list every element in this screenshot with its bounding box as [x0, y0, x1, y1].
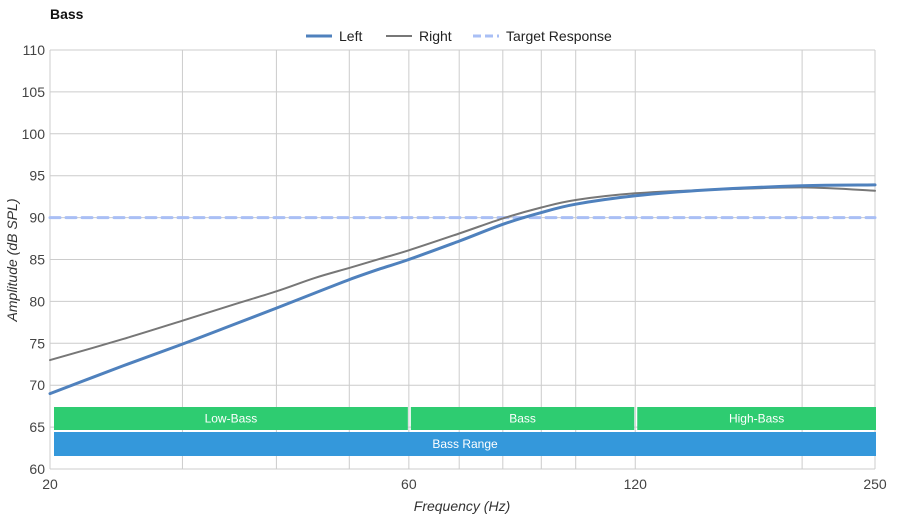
legend-entry: Left	[339, 28, 362, 44]
x-tick-label: 60	[401, 476, 417, 492]
series-line-left	[48, 183, 877, 396]
y-tick-label: 90	[29, 210, 45, 226]
y-axis-ticks: 60 65 70 75 80 85 90 95 100 105 110	[22, 42, 46, 477]
x-axis-ticks: 20 60 120 250	[42, 476, 887, 492]
band-label: Bass Range	[432, 437, 498, 451]
band-label: High-Bass	[729, 412, 784, 426]
y-tick-label: 85	[29, 252, 45, 268]
y-axis-label: Amplitude (dB SPL)	[4, 199, 20, 323]
legend-entry: Target Response	[506, 28, 612, 44]
band-rect	[410, 407, 635, 430]
x-tick-label: 120	[624, 476, 648, 492]
y-tick-label: 100	[22, 126, 46, 142]
band-rect	[54, 407, 408, 430]
legend-entry: Right	[419, 28, 452, 44]
y-tick-label: 75	[29, 335, 45, 351]
y-tick-label: 60	[29, 461, 45, 477]
x-tick-label: 250	[863, 476, 887, 492]
series-lines	[48, 183, 877, 396]
band-rect	[637, 407, 876, 430]
grid	[49, 49, 876, 470]
y-tick-label: 80	[29, 293, 45, 309]
y-tick-label: 70	[29, 377, 45, 393]
y-tick-label: 95	[29, 168, 45, 184]
band-label: Bass	[509, 412, 536, 426]
frequency-bands: Low-Bass Bass High-Bass Bass Range	[54, 407, 876, 456]
band-label: Low-Bass	[205, 412, 258, 426]
legend: Left Right Target Response	[306, 28, 612, 44]
y-tick-label: 110	[23, 42, 46, 58]
x-axis-label: Frequency (Hz)	[414, 498, 510, 514]
chart-title: Bass	[50, 6, 84, 22]
x-tick-label: 20	[42, 476, 58, 492]
y-tick-label: 105	[22, 84, 46, 100]
band-rect	[54, 432, 876, 456]
y-tick-label: 65	[29, 419, 45, 435]
series-line-right	[49, 186, 876, 362]
